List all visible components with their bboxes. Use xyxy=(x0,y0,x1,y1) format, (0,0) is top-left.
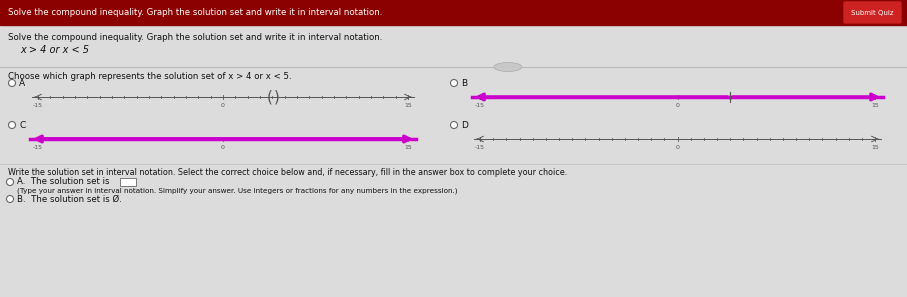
Text: D: D xyxy=(461,121,468,129)
Text: 15: 15 xyxy=(405,145,412,150)
Text: B: B xyxy=(461,78,467,88)
Text: 0: 0 xyxy=(676,103,679,108)
Circle shape xyxy=(451,80,457,86)
Text: C: C xyxy=(19,121,25,129)
Text: ): ) xyxy=(273,89,279,105)
Text: 15: 15 xyxy=(871,145,879,150)
Bar xyxy=(0,0,907,25)
Text: A.  The solution set is: A. The solution set is xyxy=(17,178,110,187)
Circle shape xyxy=(6,195,14,203)
Text: -15: -15 xyxy=(475,145,485,150)
Text: B.  The solution set is Ø.: B. The solution set is Ø. xyxy=(17,195,122,203)
Ellipse shape xyxy=(494,62,522,72)
Text: 0: 0 xyxy=(221,145,225,150)
Text: -15: -15 xyxy=(33,103,43,108)
Text: A: A xyxy=(19,78,25,88)
Text: -15: -15 xyxy=(33,145,43,150)
Text: Solve the compound inequality. Graph the solution set and write it in interval n: Solve the compound inequality. Graph the… xyxy=(8,33,383,42)
Circle shape xyxy=(6,178,14,186)
Circle shape xyxy=(451,121,457,129)
Text: Choose which graph represents the solution set of x > 4 or x < 5.: Choose which graph represents the soluti… xyxy=(8,72,292,81)
Text: (Type your answer in interval notation. Simplify your answer. Use integers or fr: (Type your answer in interval notation. … xyxy=(17,188,457,195)
Text: Solve the compound inequality. Graph the solution set and write it in interval n: Solve the compound inequality. Graph the… xyxy=(8,8,383,17)
FancyBboxPatch shape xyxy=(844,2,901,23)
Text: Write the solution set in interval notation. Select the correct choice below and: Write the solution set in interval notat… xyxy=(8,168,567,177)
Circle shape xyxy=(8,121,15,129)
Text: 15: 15 xyxy=(405,103,412,108)
Circle shape xyxy=(8,80,15,86)
Text: 15: 15 xyxy=(871,103,879,108)
Text: -15: -15 xyxy=(475,103,485,108)
Text: (: ( xyxy=(267,89,272,105)
Text: 0: 0 xyxy=(221,103,225,108)
Bar xyxy=(120,178,136,186)
Text: 0: 0 xyxy=(676,145,679,150)
Text: Submit Quiz: Submit Quiz xyxy=(851,10,893,15)
Text: x > 4 or x < 5: x > 4 or x < 5 xyxy=(20,45,89,55)
